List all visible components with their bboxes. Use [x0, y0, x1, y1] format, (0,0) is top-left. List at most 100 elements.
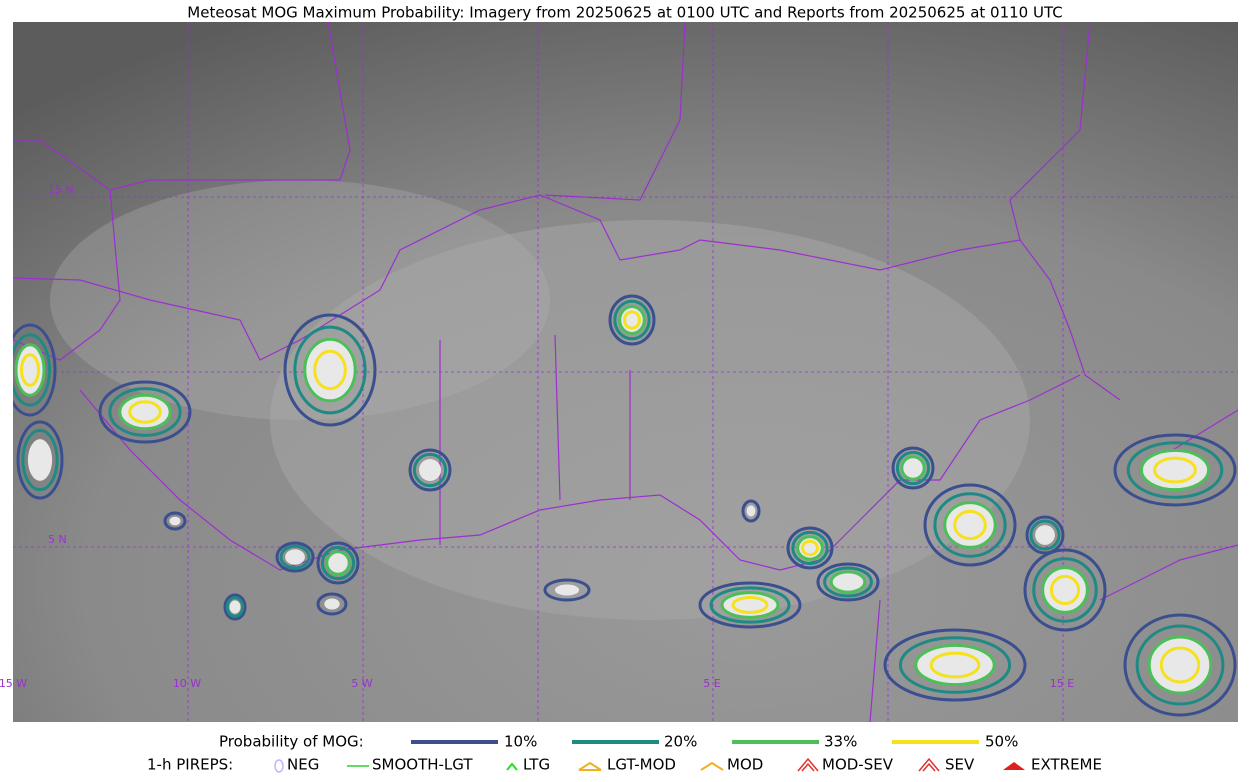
- contour: [618, 305, 646, 335]
- storm-core: [1149, 637, 1211, 693]
- lon-label: 5 E: [703, 677, 720, 690]
- contour: [1041, 566, 1089, 614]
- legend-label: NEG: [287, 756, 319, 774]
- contour: [1123, 613, 1237, 717]
- contour: [953, 509, 987, 541]
- contour: [1159, 646, 1201, 684]
- legend-title: 1-h PIREPS:: [147, 756, 233, 774]
- contour: [98, 380, 192, 444]
- contour: [623, 310, 641, 330]
- contour: [709, 586, 791, 624]
- contour: [895, 450, 931, 486]
- contour: [900, 455, 926, 481]
- contour: [408, 448, 452, 492]
- map: [13, 22, 1238, 722]
- contour: [13, 333, 51, 407]
- contour: [325, 550, 351, 576]
- storm-core: [831, 572, 865, 592]
- contour: [313, 349, 347, 391]
- contour: [316, 541, 360, 585]
- legend: Probability of MOG: 10% 20% 33% 50% 1-h …: [147, 733, 1102, 774]
- cloud: [270, 220, 1030, 620]
- legend-label: LGT-MOD: [607, 756, 676, 774]
- lon-labels: 15 W 10 W 5 W 5 E 15 E: [0, 677, 1074, 690]
- contour: [613, 299, 651, 341]
- contour: [13, 323, 57, 417]
- storm-core: [229, 600, 241, 614]
- contour: [786, 526, 834, 570]
- contour: [929, 651, 981, 679]
- contour: [1126, 441, 1224, 499]
- contour: [823, 566, 873, 598]
- contour: [891, 446, 935, 490]
- contour: [320, 545, 356, 581]
- contour: [1135, 624, 1225, 706]
- contour: [20, 353, 40, 387]
- storm-core: [16, 345, 44, 395]
- legend-label: 33%: [824, 733, 857, 751]
- cloud: [50, 180, 550, 420]
- contour: [223, 593, 247, 621]
- contour: [1049, 574, 1081, 606]
- storm-core: [305, 339, 355, 401]
- contour: [118, 393, 172, 431]
- legend-label: MOD-SEV: [822, 756, 894, 774]
- contour: [829, 570, 867, 594]
- contour: [128, 400, 162, 424]
- storm-core: [169, 516, 181, 526]
- storm-core: [945, 503, 995, 547]
- storm-core: [120, 395, 170, 429]
- storm-core: [1043, 568, 1087, 612]
- contour: [293, 325, 367, 415]
- contour: [21, 428, 59, 492]
- contour: [933, 492, 1007, 558]
- contour: [1113, 433, 1237, 507]
- contour: [1032, 557, 1098, 623]
- storm-core: [554, 584, 580, 596]
- contour: [283, 313, 377, 427]
- contour: [608, 294, 656, 346]
- legend-label: 20%: [664, 733, 697, 751]
- contour: [163, 511, 187, 531]
- contour: [801, 539, 819, 557]
- contour: [943, 501, 997, 549]
- legend-label: SEV: [945, 756, 975, 774]
- legend-label: 10%: [504, 733, 537, 751]
- contour: [898, 636, 1012, 694]
- storm-core: [27, 439, 53, 481]
- contour: [543, 578, 591, 602]
- legend-label: 50%: [985, 733, 1018, 751]
- contour: [16, 420, 64, 500]
- lat-label: 5 N: [48, 533, 67, 546]
- lat-labels: 15 N 5 N: [48, 183, 74, 546]
- legend-label: SMOOTH-LGT: [372, 756, 473, 774]
- storm-core: [902, 457, 924, 479]
- contour: [741, 499, 761, 523]
- contour: [108, 387, 182, 437]
- contour: [1147, 635, 1213, 695]
- legend-label: EXTREME: [1031, 756, 1102, 774]
- grid: [13, 22, 1238, 722]
- contour: [1025, 515, 1065, 555]
- contour: [796, 535, 824, 561]
- contour: [731, 596, 769, 614]
- contour: [923, 483, 1017, 567]
- contour: [698, 581, 802, 629]
- contour: [720, 591, 780, 619]
- contour: [225, 596, 245, 618]
- storm-core: [285, 549, 305, 565]
- storm-core: [324, 598, 340, 610]
- contour: [412, 452, 448, 488]
- storm-core: [916, 645, 994, 685]
- storm-core: [419, 459, 441, 481]
- storm-core: [746, 505, 756, 517]
- storm-core: [1142, 450, 1208, 490]
- contour: [914, 643, 996, 687]
- contour: [275, 541, 315, 573]
- lon-label: 10 W: [173, 677, 201, 690]
- contour: [1153, 456, 1197, 484]
- contour: [816, 562, 880, 602]
- lon-label: 5 W: [351, 677, 372, 690]
- contour: [883, 628, 1027, 702]
- lat-label: 15 N: [48, 183, 74, 196]
